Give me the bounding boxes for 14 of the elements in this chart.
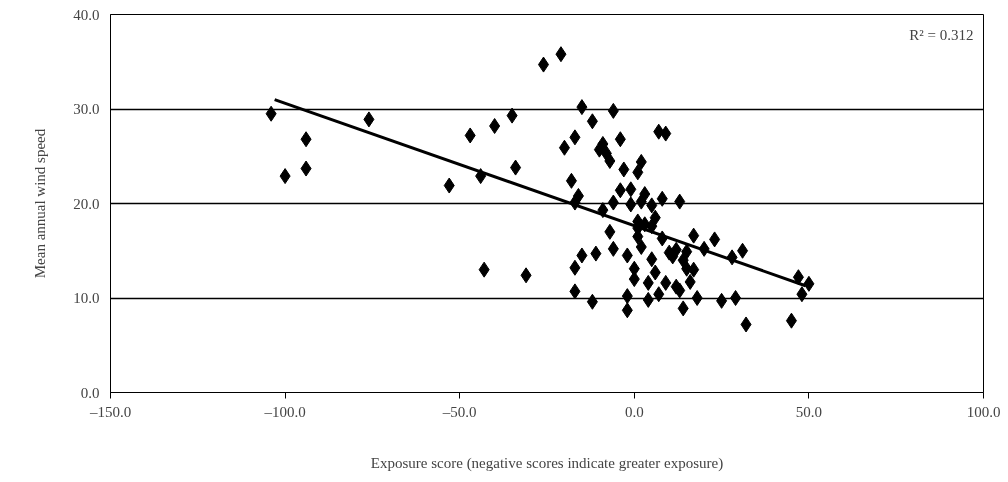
y-axis-title: Mean annual wind speed bbox=[32, 128, 49, 279]
y-tick-label: 40.0 bbox=[73, 6, 100, 23]
x-tick-label: –50.0 bbox=[441, 403, 477, 420]
y-tick-label: 10.0 bbox=[73, 290, 100, 306]
x-tick-label: 50.0 bbox=[795, 403, 823, 420]
y-tick-label: 0.0 bbox=[80, 384, 100, 401]
x-tick-label: –150.0 bbox=[88, 403, 132, 420]
x-axis-title: Exposure score (negative scores indicate greater exposure) bbox=[370, 454, 724, 472]
y-tick-label: 20.0 bbox=[73, 195, 100, 212]
x-tick-label: 0.0 bbox=[624, 403, 644, 420]
x-tick-label: 100.0 bbox=[966, 403, 1001, 420]
x-tick-label: –100.0 bbox=[263, 403, 306, 420]
annotation: R² = 0.312 bbox=[909, 26, 974, 43]
y-tick-label: 30.0 bbox=[73, 101, 100, 117]
